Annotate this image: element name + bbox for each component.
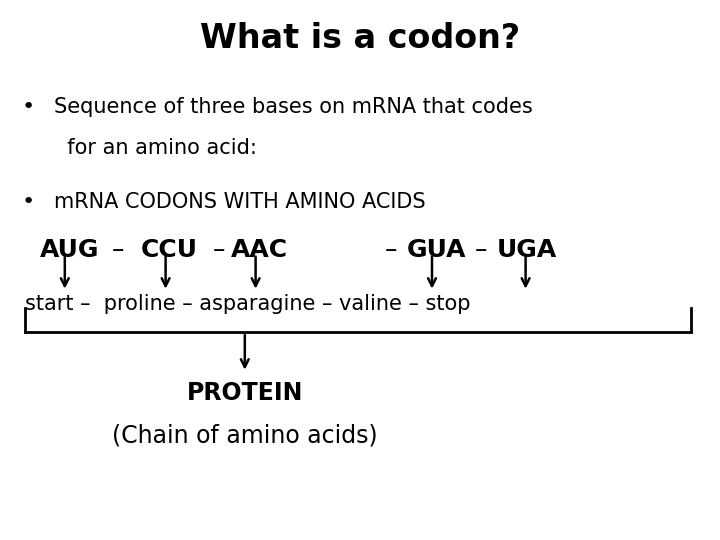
Text: UGA: UGA — [497, 238, 557, 261]
Text: (Chain of amino acids): (Chain of amino acids) — [112, 424, 377, 448]
Text: •: • — [22, 97, 35, 117]
Text: mRNA CODONS WITH AMINO ACIDS: mRNA CODONS WITH AMINO ACIDS — [54, 192, 426, 212]
Text: CCU: CCU — [140, 238, 197, 261]
Text: GUA: GUA — [407, 238, 467, 261]
Text: start –  proline – asparagine – valine – stop: start – proline – asparagine – valine – … — [25, 294, 471, 314]
Text: –: – — [475, 238, 487, 261]
Text: –: – — [212, 238, 225, 261]
Text: AUG: AUG — [40, 238, 99, 261]
Text: •: • — [22, 192, 35, 212]
Text: AAC: AAC — [230, 238, 287, 261]
Text: PROTEIN: PROTEIN — [186, 381, 303, 404]
Text: Sequence of three bases on mRNA that codes: Sequence of three bases on mRNA that cod… — [54, 97, 533, 117]
Text: –: – — [385, 238, 397, 261]
Text: –: – — [112, 238, 124, 261]
Text: for an amino acid:: for an amino acid: — [54, 138, 257, 158]
Text: What is a codon?: What is a codon? — [200, 22, 520, 55]
